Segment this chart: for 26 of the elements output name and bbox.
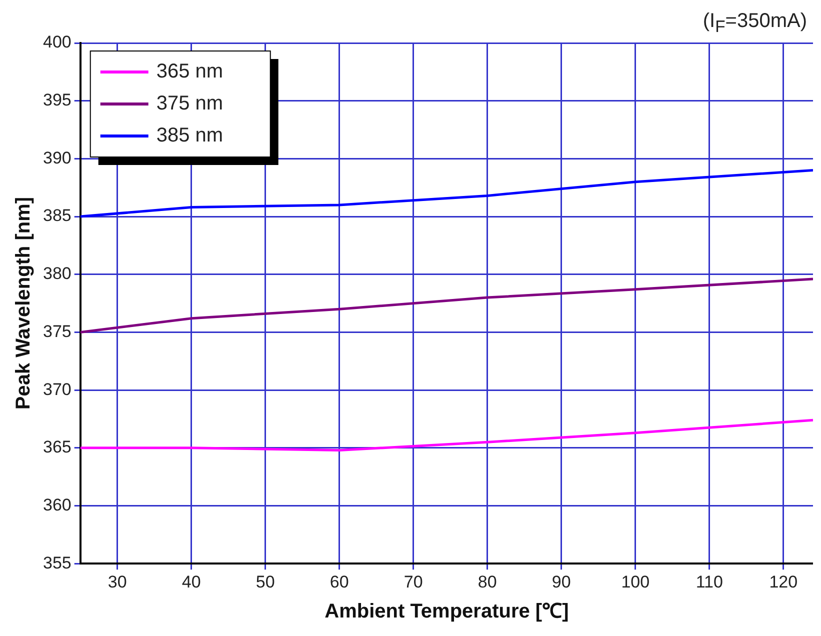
legend-label: 375 nm — [156, 92, 224, 115]
x-tick-label: 110 — [696, 572, 723, 592]
x-tick-label: 80 — [478, 572, 497, 592]
x-tick-label: 50 — [256, 572, 275, 592]
x-tick-label: 70 — [404, 572, 423, 592]
y-tick-label: 390 — [42, 148, 72, 168]
legend-label: 365 nm — [156, 60, 224, 83]
y-tick-label: 360 — [42, 495, 72, 514]
x-tick-label: 120 — [769, 572, 798, 592]
x-tick-label: 60 — [330, 572, 349, 592]
y-tick-label: 375 — [42, 322, 72, 341]
y-tick-label: 365 — [42, 438, 72, 457]
x-tick-label: 30 — [108, 572, 127, 592]
text: (I$_{F}$=350mA) — [702, 10, 807, 37]
legend-label: 385 nm — [156, 124, 224, 147]
x-tick-label: 40 — [182, 572, 201, 592]
x-axis-title: Ambient Temperature [℃] — [324, 600, 569, 623]
y-tick-label: 385 — [42, 206, 72, 226]
y-tick-label: 400 — [42, 32, 72, 52]
x-tick-label: 90 — [552, 572, 571, 592]
x-tick-label: 100 — [621, 572, 650, 592]
y-axis-title: Peak Wavelength [nm] — [12, 196, 35, 410]
y-tick-label: 395 — [42, 90, 72, 110]
y-tick-label: 370 — [42, 380, 72, 399]
y-tick-label: 355 — [42, 553, 72, 572]
y-tick-label: 380 — [42, 264, 72, 284]
